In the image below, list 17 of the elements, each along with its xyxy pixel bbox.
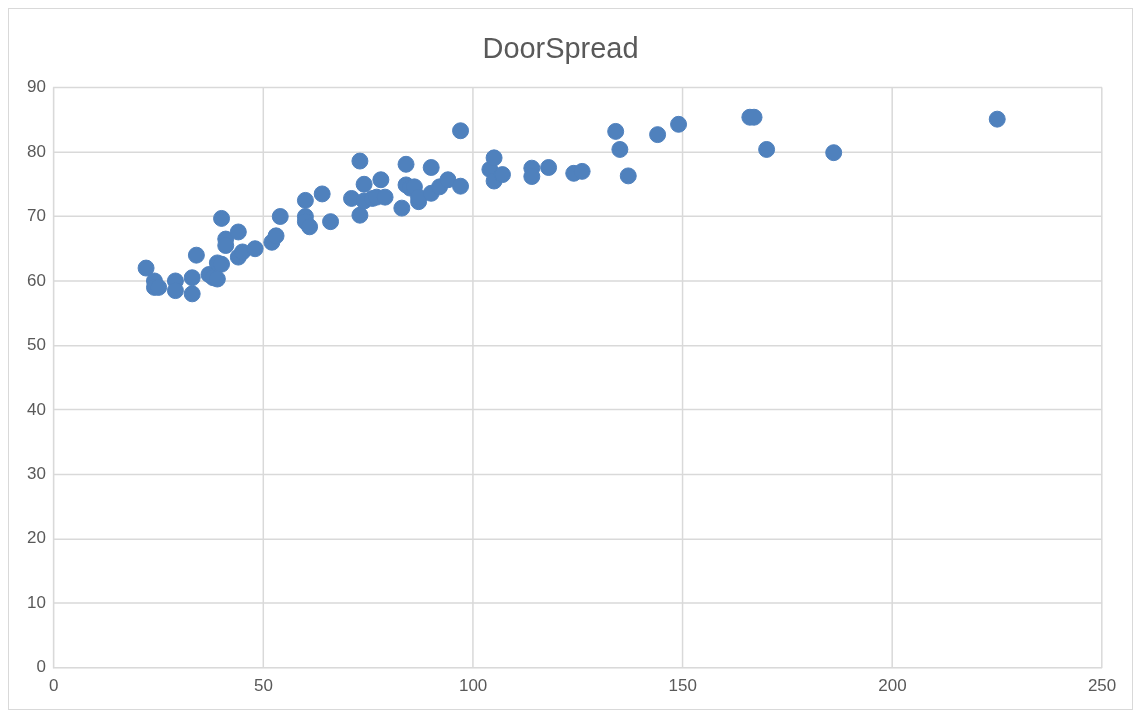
y-tick-label: 30 [26,464,46,484]
x-tick-label: 250 [1087,675,1117,695]
y-tick-label: 70 [26,206,46,226]
y-tick-label: 20 [26,528,46,548]
y-tick-label: 80 [26,141,46,161]
y-tick-label: 10 [26,592,46,612]
y-tick-label: 40 [26,399,46,419]
y-tick-label: 0 [36,657,46,677]
y-tick-label: 50 [26,335,46,355]
chart-title: DoorSpread [482,32,639,65]
x-tick-label: 200 [878,675,907,695]
y-tick-label: 90 [26,77,46,97]
x-tick-label: 0 [49,675,59,695]
x-tick-label: 100 [458,675,488,695]
x-tick-label: 50 [254,675,273,695]
x-tick-label: 150 [668,675,697,695]
y-tick-label: 60 [26,270,46,290]
